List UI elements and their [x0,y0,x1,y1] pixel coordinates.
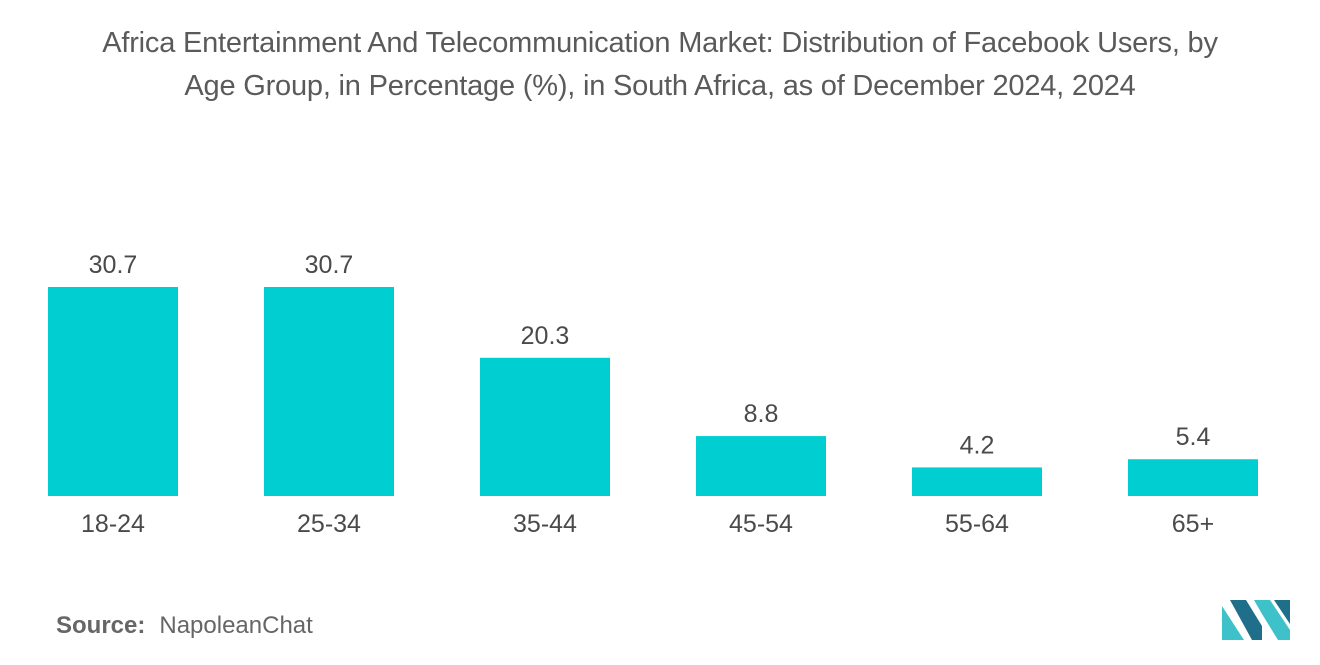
bar-35-44 [480,357,610,496]
x-tick-label: 45-54 [729,510,793,538]
logo-shape-right [1254,600,1290,640]
bar-value-label: 30.7 [305,251,354,279]
logo-shape-middle [1230,600,1262,640]
chart-title-line-1: Africa Entertainment And Telecommunicati… [102,27,1218,59]
bar-65+ [1128,459,1258,496]
source-label: Source: [56,612,146,639]
bar-18-24 [48,287,178,496]
bar-25-34 [264,287,394,496]
chart-title: Africa Entertainment And Telecommunicati… [0,22,1320,108]
chart-title-line-2: Age Group, in Percentage (%), in South A… [184,70,1136,102]
x-tick-label: 18-24 [81,510,145,538]
bar-45-54 [696,436,826,496]
x-tick-label: 55-64 [945,510,1009,538]
bar-value-label: 8.8 [744,400,779,428]
bar-value-label: 4.2 [960,431,995,459]
mordor-intelligence-logo-icon [1222,600,1290,640]
x-tick-label: 35-44 [513,510,577,538]
bar-55-64 [912,467,1042,496]
bar-value-label: 5.4 [1176,423,1211,451]
logo-shape-corner [1274,600,1290,624]
x-tick-label: 65+ [1172,510,1214,538]
bar-value-label: 30.7 [89,251,138,279]
logo-shape-left [1222,606,1244,640]
bar-value-label: 20.3 [521,322,570,350]
source-note: Source: NapoleanChat [56,612,313,640]
bar-chart: 30.7 18-24 30.7 25-34 20.3 35-44 8.8 45-54 4.2 55… [48,251,1258,538]
x-tick-label: 25-34 [297,510,361,538]
source-value: NapoleanChat [159,612,313,639]
